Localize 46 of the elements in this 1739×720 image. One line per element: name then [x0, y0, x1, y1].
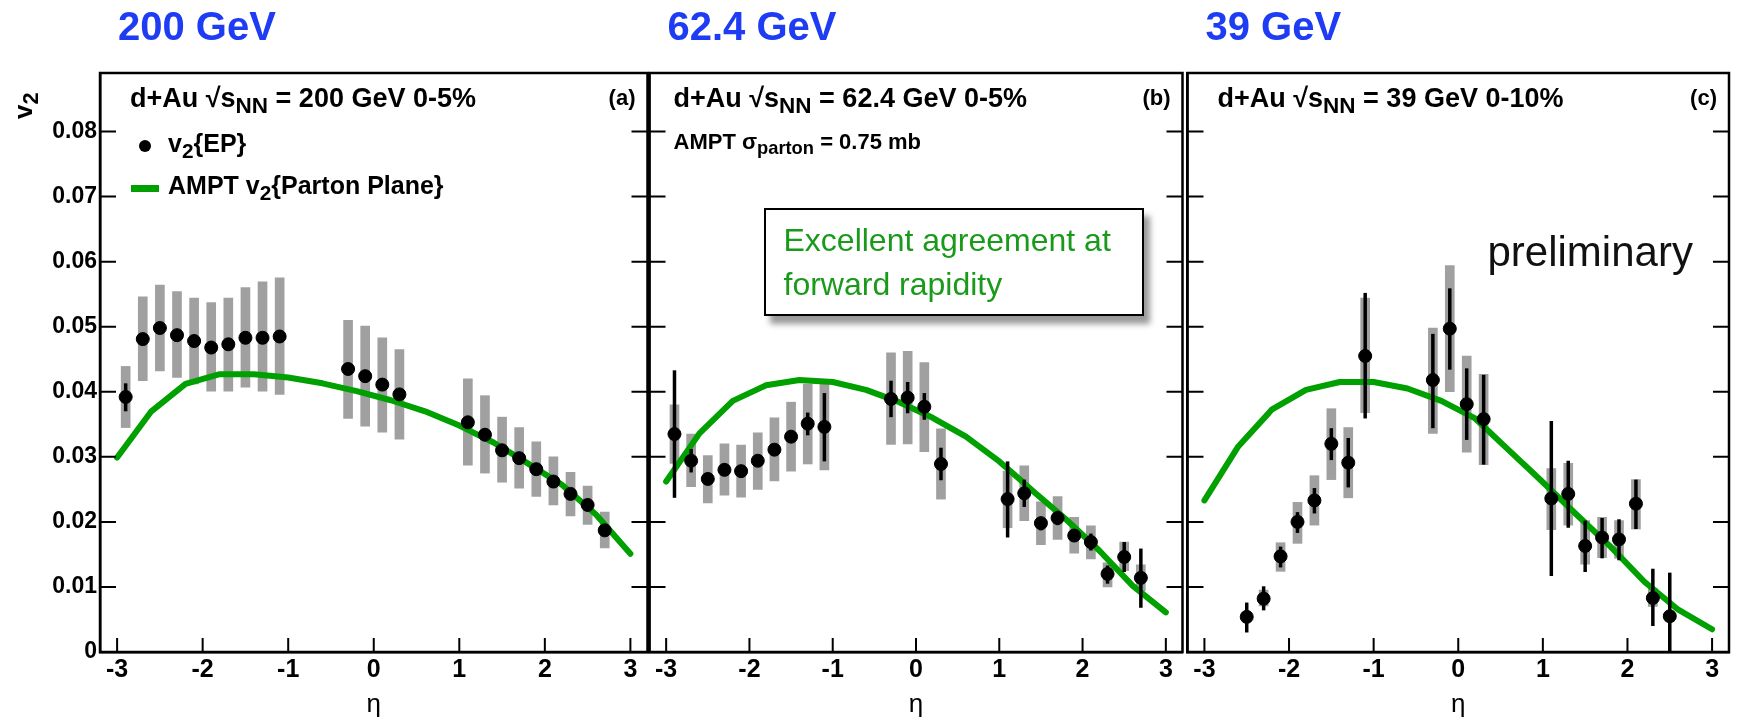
- annotation: (c): [1690, 85, 1717, 111]
- annotation: d+Au √s$_{NN}$ = 39 GeV 0-10%: [1217, 83, 1564, 120]
- x-tick-label: -2: [191, 653, 214, 682]
- x-axis-title: η: [366, 687, 381, 718]
- x-tick-label: -3: [655, 653, 678, 682]
- y-tick-label: 0.08: [52, 116, 98, 143]
- x-tick-label: -1: [277, 653, 300, 682]
- annotation: preliminary: [1487, 228, 1693, 276]
- x-tick-label: 0: [909, 653, 923, 682]
- x-axis-title: η: [908, 687, 924, 718]
- annotation: Excellent agreement at forward rapidity: [763, 208, 1144, 316]
- annotation: d+Au √s$_{NN}$ = 62.4 GeV 0-5%: [673, 83, 1027, 120]
- y-tick-label: 0.04: [52, 377, 98, 404]
- legend-label: AMPT v$_{2}${Parton Plane}: [168, 171, 444, 205]
- x-tick-label: 1: [1535, 653, 1550, 682]
- y-tick-label: 0.06: [52, 247, 97, 274]
- x-tick-label: 2: [1075, 653, 1090, 682]
- annotation: (a): [608, 85, 636, 111]
- annotation: (b): [1142, 85, 1171, 111]
- x-tick-label: -2: [738, 653, 761, 682]
- legend-label: v$_{2}${EP}: [168, 129, 247, 163]
- y-tick-label: 0.05: [52, 312, 98, 339]
- annotation: AMPT σ$_{parton}$ = 0.75 mb: [673, 129, 922, 160]
- x-tick-label: -3: [105, 653, 129, 682]
- x-tick-label: 3: [1158, 653, 1173, 682]
- x-tick-label: -1: [1362, 653, 1385, 682]
- y-tick-label: 0.03: [52, 442, 97, 469]
- x-tick-label: 1: [452, 653, 467, 682]
- x-tick-label: 2: [537, 653, 552, 682]
- chart-title: 62.4 GeV: [667, 4, 837, 49]
- y-tick-label: 0.01: [52, 572, 98, 599]
- annotation: d+Au √s$_{NN}$ = 200 GeV 0-5%: [130, 83, 476, 120]
- x-tick-label: -2: [1277, 653, 1301, 682]
- chart-title: 200 GeV: [118, 4, 276, 49]
- x-tick-label: 3: [1705, 653, 1720, 682]
- x-tick-label: 3: [623, 653, 638, 682]
- x-tick-label: -3: [1193, 653, 1216, 682]
- x-tick-label: 2: [1620, 653, 1635, 682]
- y-tick-label: 0.07: [52, 181, 97, 208]
- x-axis-title: η: [1451, 687, 1466, 718]
- x-tick-label: 1: [992, 653, 1007, 682]
- x-tick-label: -1: [821, 653, 844, 682]
- x-tick-label: 0: [366, 653, 381, 682]
- x-tick-label: 0: [1451, 653, 1466, 682]
- y-tick-label: 0.02: [52, 507, 97, 534]
- chart-title: 39 GeV: [1205, 4, 1342, 49]
